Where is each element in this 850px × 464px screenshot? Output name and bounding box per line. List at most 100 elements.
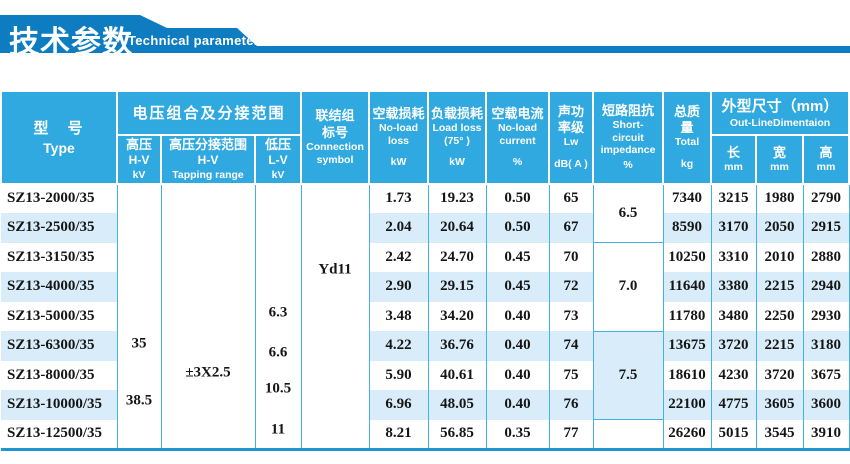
col-header-width-zh: 宽	[772, 144, 786, 160]
length-cell: 3480	[710, 301, 757, 332]
total-mass-cell: 10250	[662, 242, 712, 273]
col-header-no-load-current-en2: current	[499, 134, 536, 147]
width-cell: 3605	[755, 390, 804, 420]
col-header-length-unit: mm	[724, 161, 743, 174]
col-header-no-load-current-zh: 空载电流	[491, 105, 544, 121]
col-header-impedance: 短路阻抗 Short- circuit impedance %	[592, 90, 664, 185]
load-loss-cell: 36.76	[427, 331, 487, 361]
height-cell: 3180	[802, 331, 850, 361]
hv-value: 38.5	[125, 392, 153, 409]
col-header-length-zh: 长	[726, 144, 740, 160]
col-header-sound-level-en: Lw	[563, 136, 579, 149]
no-load-loss-cell: 5.90	[368, 360, 429, 391]
height-cell: 2940	[802, 272, 850, 302]
col-header-impedance-unit: %	[623, 159, 633, 172]
no-load-loss-cell: 2.04	[368, 213, 429, 243]
no-load-loss-cell: 3.48	[368, 301, 429, 332]
sound-level-cell: 70	[548, 242, 594, 273]
lv-value: 11	[270, 421, 286, 438]
col-header-load-loss-en2: (75° )	[444, 134, 470, 147]
col-header-no-load-loss-zh: 空载损耗	[372, 105, 425, 121]
col-header-total-mass-en: Total	[674, 136, 700, 149]
col-header-tapping-l2: H-V	[197, 153, 219, 168]
col-header-load-loss-en1: Load loss	[432, 121, 482, 134]
no-load-current-cell: 0.45	[485, 242, 550, 273]
tapping-merged-cell: ±3X2.5	[160, 183, 256, 451]
col-header-no-load-current-en1: No-load	[497, 121, 538, 134]
width-cell: 1980	[755, 183, 804, 214]
total-mass-cell: 18610	[662, 360, 712, 391]
connection-merged-cell: Yd11	[300, 183, 370, 451]
col-header-load-loss-zh: 负载损耗	[430, 105, 483, 121]
type-cell: SZ13-2000/35	[1, 183, 118, 214]
sound-level-cell: 72	[548, 272, 594, 302]
sound-level-cell: 76	[548, 390, 594, 420]
col-header-voltage-group-zh: 电压组合及分接范围	[132, 104, 286, 122]
height-cell: 3910	[802, 419, 850, 451]
col-header-height-unit: mm	[816, 161, 836, 174]
banner-title-en: Technical parameter	[128, 33, 260, 48]
col-header-total-mass: 总质 量 Total kg	[662, 90, 712, 185]
col-header-dims-group-zh: 外型尺寸（mm）	[721, 98, 839, 116]
col-header-sound-level: 声功 率级 Lw dB( A )	[548, 90, 594, 185]
load-loss-cell: 24.70	[427, 242, 487, 273]
table-row: SZ13-2000/35 35 38.5 ±3X2.5 6.3 6.6 10.5…	[1, 183, 850, 451]
no-load-current-cell: 0.40	[485, 331, 550, 361]
impedance-empty-cell	[592, 419, 664, 451]
col-header-connection-zh2: 标号	[321, 124, 348, 140]
sound-level-cell: 75	[548, 360, 594, 391]
no-load-current-cell: 0.40	[485, 301, 550, 332]
height-cell: 2915	[802, 213, 850, 243]
table-row: SZ13-12500/35 8.21 56.85 0.35 77 26260 5…	[1, 419, 850, 451]
length-cell: 3170	[710, 213, 757, 243]
col-header-height-zh: 高	[819, 144, 833, 160]
total-mass-cell: 11640	[662, 272, 712, 302]
load-loss-cell: 48.05	[427, 390, 487, 420]
col-header-no-load-loss-en1: No-load	[378, 121, 419, 134]
length-cell: 3380	[710, 272, 757, 302]
load-loss-cell: 19.23	[427, 183, 487, 214]
lv-value: 6.3	[268, 304, 288, 321]
col-header-type: 型 号 Type	[0, 90, 118, 185]
col-header-lv-zh: 低压	[264, 137, 291, 152]
sound-level-cell: 74	[548, 331, 594, 361]
col-header-type-zh: 型 号	[33, 119, 85, 137]
table-row: SZ13-10000/35 6.96 48.05 0.40 76 22100 4…	[1, 390, 850, 420]
length-cell: 4775	[710, 390, 757, 420]
sound-level-cell: 67	[548, 213, 594, 243]
total-mass-cell: 8590	[662, 213, 712, 243]
tapping-value: ±3X2.5	[185, 364, 231, 381]
type-cell: SZ13-5000/35	[1, 301, 118, 332]
no-load-loss-cell: 2.42	[368, 242, 429, 273]
table-row: SZ13-5000/35 3.48 34.20 0.40 73 11780 34…	[1, 301, 850, 332]
table-header: 型 号 Type 电压组合及分接范围 联结组 标号 Connection sym…	[0, 90, 850, 185]
height-cell: 3600	[802, 390, 850, 420]
no-load-loss-cell: 2.90	[368, 272, 429, 302]
no-load-current-cell: 0.50	[485, 183, 550, 214]
col-header-no-load-loss-unit: kW	[390, 156, 407, 169]
type-cell: SZ13-4000/35	[1, 272, 118, 302]
no-load-loss-cell: 1.73	[368, 183, 429, 214]
no-load-loss-cell: 6.96	[368, 390, 429, 420]
load-loss-cell: 56.85	[427, 419, 487, 451]
width-cell: 3545	[755, 419, 804, 451]
col-header-hv-zh: 高压	[125, 137, 152, 152]
table-row: SZ13-2500/35 2.04 20.64 0.50 67 8590 317…	[1, 213, 850, 243]
type-cell: SZ13-8000/35	[1, 360, 118, 391]
lv-value: 6.6	[268, 344, 288, 361]
col-header-total-mass-zh1: 总质	[673, 103, 700, 119]
col-header-impedance-en1: Short-	[612, 118, 644, 131]
width-cell: 2250	[755, 301, 804, 332]
lv-merged-cell: 6.3 6.6 10.5 11	[254, 183, 302, 451]
col-header-lv-l2: L-V	[268, 153, 288, 168]
total-mass-cell: 7340	[662, 183, 712, 214]
hv-value: 35	[131, 335, 147, 352]
col-header-length: 长 mm	[710, 134, 757, 185]
lv-value: 10.5	[264, 380, 292, 397]
col-header-no-load-loss-en2: loss	[387, 134, 409, 147]
col-header-hv: 高压 H-V kV	[116, 134, 162, 185]
total-mass-cell: 26260	[662, 419, 712, 451]
col-header-dims-group: 外型尺寸（mm） Out-LineDimentaion	[710, 90, 850, 136]
type-cell: SZ13-6300/35	[1, 331, 118, 361]
